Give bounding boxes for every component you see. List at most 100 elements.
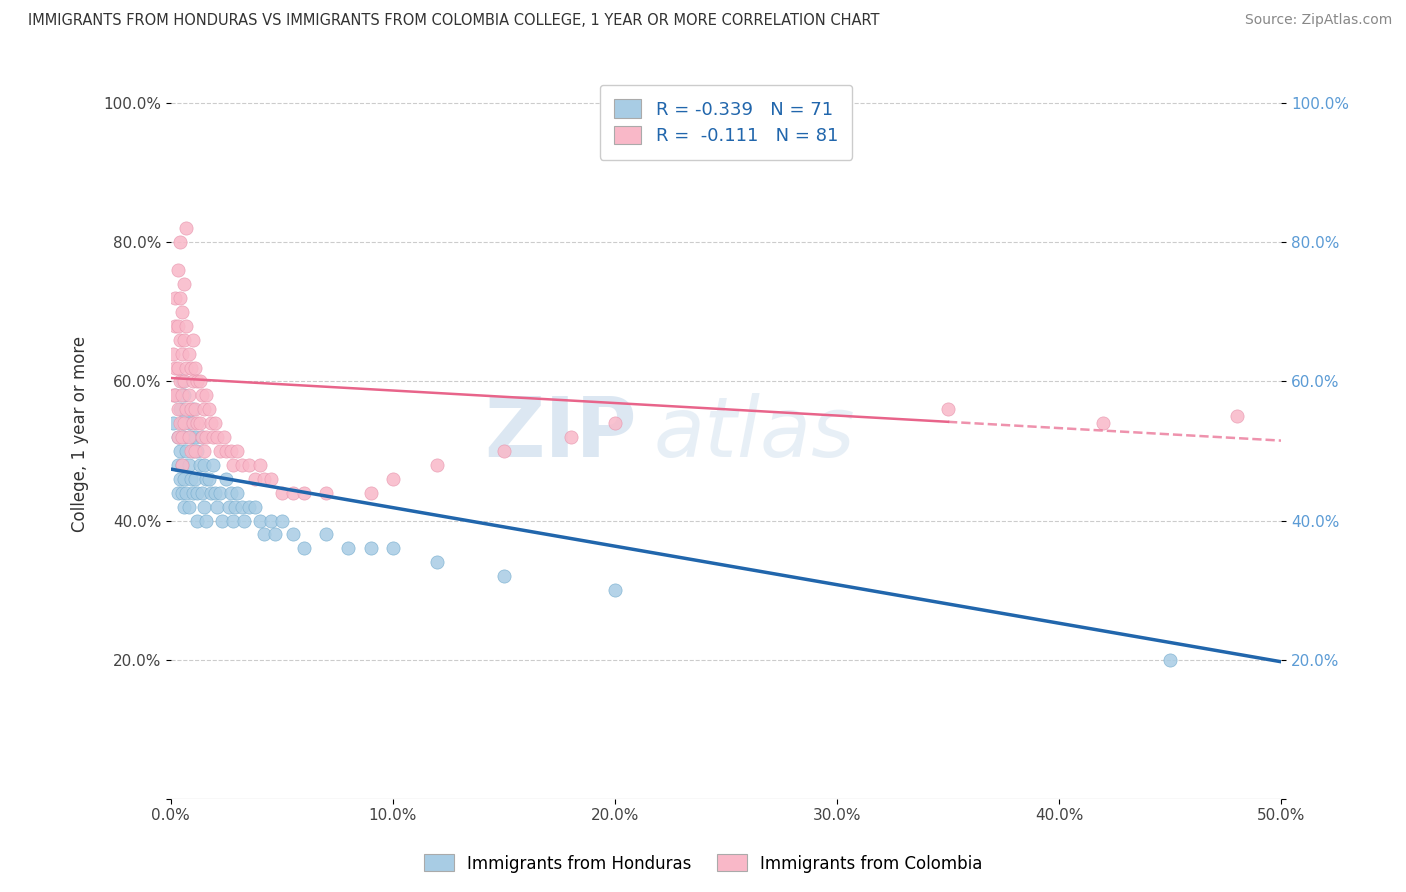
Point — [170, 458, 193, 472]
Point — [215, 444, 238, 458]
Point — [222, 458, 245, 472]
Point — [207, 430, 229, 444]
Point — [260, 472, 283, 486]
Point — [173, 375, 195, 389]
Point — [180, 472, 202, 486]
Point — [207, 500, 229, 514]
Point — [170, 388, 193, 402]
Point — [260, 514, 283, 528]
Point — [170, 305, 193, 319]
Point — [224, 500, 246, 514]
Point — [169, 416, 191, 430]
Point — [180, 360, 202, 375]
Text: Source: ZipAtlas.com: Source: ZipAtlas.com — [1244, 13, 1392, 28]
Point — [186, 485, 208, 500]
Point — [177, 500, 200, 514]
Point — [233, 514, 256, 528]
Point — [226, 444, 249, 458]
Point — [180, 402, 202, 417]
Point — [226, 485, 249, 500]
Text: IMMIGRANTS FROM HONDURAS VS IMMIGRANTS FROM COLOMBIA COLLEGE, 1 YEAR OR MORE COR: IMMIGRANTS FROM HONDURAS VS IMMIGRANTS F… — [28, 13, 880, 29]
Point — [281, 485, 304, 500]
Point — [218, 500, 240, 514]
Point — [193, 444, 215, 458]
Point — [360, 485, 382, 500]
Point — [170, 430, 193, 444]
Y-axis label: College, 1 year or more: College, 1 year or more — [72, 335, 89, 532]
Point — [166, 458, 188, 472]
Point — [253, 472, 276, 486]
Point — [188, 375, 211, 389]
Point — [195, 388, 218, 402]
Legend: Immigrants from Honduras, Immigrants from Colombia: Immigrants from Honduras, Immigrants fro… — [418, 847, 988, 880]
Point — [186, 416, 208, 430]
Point — [292, 541, 315, 556]
Point — [245, 500, 267, 514]
Point — [180, 444, 202, 458]
Point — [169, 333, 191, 347]
Point — [166, 430, 188, 444]
Text: atlas: atlas — [654, 393, 855, 475]
Point — [315, 485, 337, 500]
Point — [381, 541, 404, 556]
Point — [165, 318, 187, 333]
Point — [603, 583, 626, 598]
Point — [169, 402, 191, 417]
Point — [170, 485, 193, 500]
Point — [193, 402, 215, 417]
Point — [197, 402, 219, 417]
Point — [219, 444, 242, 458]
Point — [211, 514, 233, 528]
Point — [245, 472, 267, 486]
Point — [165, 360, 187, 375]
Point — [162, 416, 184, 430]
Point — [177, 458, 200, 472]
Point — [381, 472, 404, 486]
Point — [186, 375, 208, 389]
Point — [162, 346, 184, 360]
Point — [181, 444, 204, 458]
Point — [219, 485, 242, 500]
Point — [177, 388, 200, 402]
Point — [176, 444, 198, 458]
Point — [181, 375, 204, 389]
Point — [197, 472, 219, 486]
Point — [186, 444, 208, 458]
Point — [426, 555, 449, 569]
Point — [204, 485, 226, 500]
Point — [176, 360, 198, 375]
Point — [181, 485, 204, 500]
Point — [292, 485, 315, 500]
Point — [173, 333, 195, 347]
Point — [204, 416, 226, 430]
Point — [173, 472, 195, 486]
Point — [173, 416, 195, 430]
Point — [181, 402, 204, 417]
Point — [202, 458, 225, 472]
Point — [184, 360, 207, 375]
Point — [281, 527, 304, 541]
Point — [180, 430, 202, 444]
Point — [170, 375, 193, 389]
Point — [173, 277, 195, 292]
Point — [181, 333, 204, 347]
Point — [165, 388, 187, 402]
Point — [191, 430, 214, 444]
Point — [176, 221, 198, 235]
Point — [166, 263, 188, 277]
Point — [1159, 653, 1181, 667]
Text: ZIP: ZIP — [485, 393, 637, 475]
Point — [169, 375, 191, 389]
Point — [193, 458, 215, 472]
Point — [184, 430, 207, 444]
Point — [231, 500, 253, 514]
Point — [166, 402, 188, 417]
Point — [253, 527, 276, 541]
Point — [212, 430, 235, 444]
Point — [191, 430, 214, 444]
Point — [603, 416, 626, 430]
Point — [215, 472, 238, 486]
Point — [165, 388, 187, 402]
Point — [492, 569, 515, 583]
Point — [173, 430, 195, 444]
